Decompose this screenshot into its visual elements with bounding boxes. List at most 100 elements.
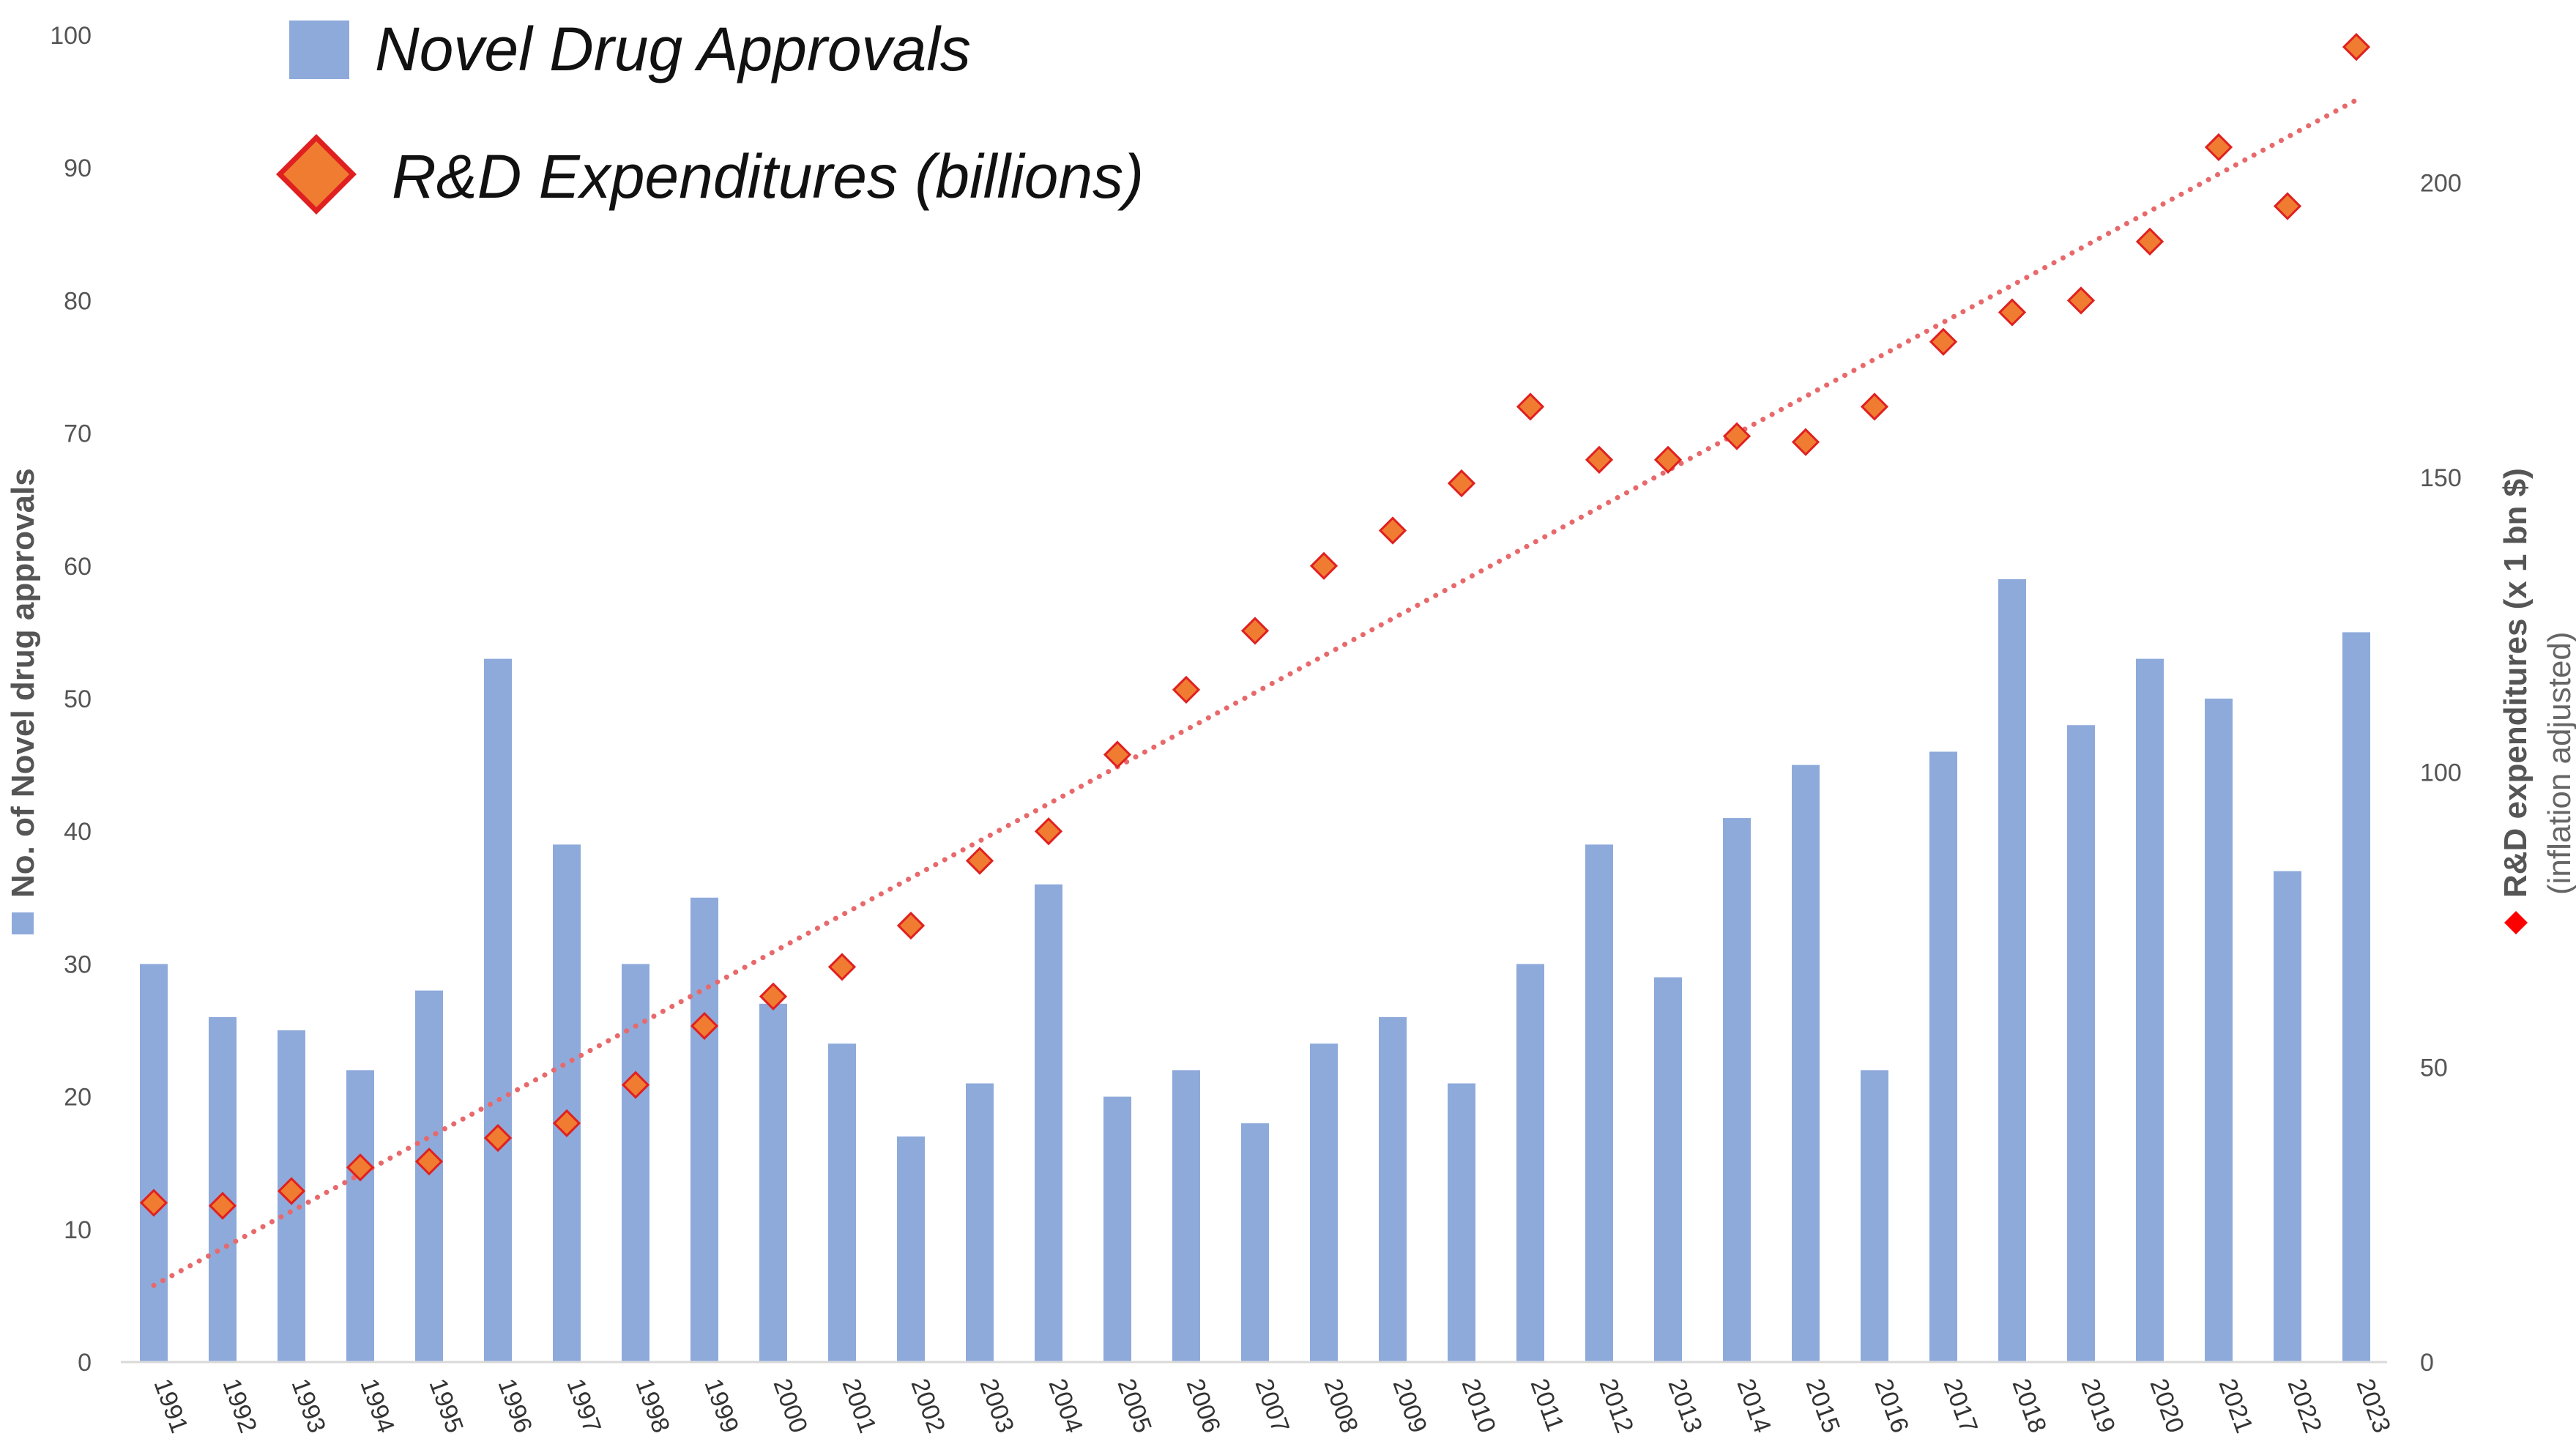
bar <box>1310 1044 1338 1362</box>
scatter-point <box>621 1071 650 1099</box>
x-tick-label: 2005 <box>1112 1375 1157 1437</box>
scatter-point <box>1653 445 1683 474</box>
bar <box>209 1016 237 1362</box>
x-tick-label: 2015 <box>1800 1375 1845 1437</box>
bar <box>484 658 512 1362</box>
scatter-point <box>1103 740 1132 769</box>
x-tick-label: 1996 <box>492 1375 537 1437</box>
scatter-point <box>1998 298 2027 327</box>
scatter-point <box>1585 445 1614 474</box>
scatter-point <box>1516 393 1545 421</box>
bar <box>1035 884 1062 1362</box>
scatter-point <box>1447 469 1476 498</box>
bar <box>1929 751 1957 1362</box>
x-tick-label: 2023 <box>2350 1375 2396 1437</box>
left-axis-title-swatch <box>12 912 34 934</box>
scatter-point <box>896 911 926 940</box>
left-axis-ticks: 0 10 20 30 40 50 60 70 80 90 100 <box>50 22 92 1377</box>
bar <box>966 1083 994 1362</box>
left-tick-label: 0 <box>78 1349 92 1377</box>
bar <box>897 1136 925 1362</box>
left-tick-label: 70 <box>64 420 92 448</box>
bar <box>553 844 581 1362</box>
left-tick-label: 20 <box>64 1084 92 1112</box>
bar <box>1792 765 1820 1362</box>
x-tick-label: 2012 <box>1593 1375 1639 1437</box>
x-tick-label: 1994 <box>354 1375 400 1437</box>
bar <box>140 964 168 1362</box>
x-tick-label: 1992 <box>217 1375 262 1437</box>
x-tick-label: 1995 <box>423 1375 469 1437</box>
x-tick-label: 1997 <box>561 1375 606 1437</box>
scatter-point <box>690 1011 719 1041</box>
bar <box>1998 579 2026 1363</box>
x-tick-label: 1993 <box>286 1375 331 1437</box>
x-tick-label: 2016 <box>1869 1375 1914 1437</box>
scatter-point <box>2342 32 2371 62</box>
left-tick-label: 40 <box>64 818 92 846</box>
bar <box>1654 977 1682 1362</box>
scatter-point <box>1034 817 1063 846</box>
bar <box>1861 1070 1888 1362</box>
scatter-point <box>2204 133 2233 162</box>
right-tick-label: 0 <box>2420 1349 2434 1377</box>
scatter-point <box>346 1153 375 1182</box>
scatter-point <box>1240 617 1270 645</box>
scatter-point <box>208 1191 237 1220</box>
x-tick-label: 2013 <box>1662 1375 1708 1437</box>
scatter-point <box>1309 551 1339 580</box>
bar <box>1241 1123 1269 1362</box>
bar <box>2205 699 2233 1362</box>
bar <box>1723 818 1751 1362</box>
left-tick-label: 50 <box>64 685 92 713</box>
scatter-point <box>759 982 788 1011</box>
scatter-point <box>1860 393 1889 421</box>
x-tick-label: 2001 <box>836 1375 882 1437</box>
scatter-point <box>1929 327 1958 356</box>
scatter-point <box>277 1177 306 1205</box>
bar <box>759 1003 787 1362</box>
x-tick-label: 2008 <box>1318 1375 1363 1437</box>
bar <box>346 1070 374 1362</box>
x-tick-label: 2022 <box>2282 1375 2327 1437</box>
right-axis-title: R&D expenditures (x 1 bn $) (inflation a… <box>2498 468 2576 934</box>
scatter-point <box>552 1109 581 1137</box>
scatter-point <box>2273 192 2302 220</box>
bar <box>2274 871 2301 1362</box>
x-tick-label: 2006 <box>1180 1375 1226 1437</box>
bar-series-novel-drug-approvals <box>140 579 2370 1363</box>
scatter-point <box>1172 675 1201 704</box>
x-tick-label: 2017 <box>1937 1375 1983 1437</box>
x-tick-label: 2000 <box>767 1375 813 1437</box>
right-tick-label: 200 <box>2420 169 2462 197</box>
legend-label-rd: R&D Expenditures (billions) <box>392 142 1144 211</box>
left-tick-label: 100 <box>50 22 92 50</box>
left-tick-label: 90 <box>64 155 92 182</box>
scatter-point <box>483 1123 513 1153</box>
trendline-rd-expenditures <box>151 97 2359 1288</box>
x-tick-label: 2007 <box>1249 1375 1295 1437</box>
right-tick-label: 100 <box>2420 759 2462 787</box>
x-tick-label: 2019 <box>2075 1375 2121 1437</box>
scatter-point <box>2135 227 2164 256</box>
scatter-point <box>414 1147 444 1176</box>
x-tick-label: 2018 <box>2006 1375 2052 1437</box>
scatter-point <box>1378 516 1407 545</box>
x-tick-label: 1999 <box>699 1375 744 1437</box>
scatter-point <box>2066 286 2096 315</box>
left-axis-title: No. of Novel drug approvals <box>5 468 41 934</box>
bar <box>2136 658 2164 1362</box>
legend: Novel Drug Approvals R&D Expenditures (b… <box>276 15 1144 215</box>
left-tick-label: 30 <box>64 951 92 978</box>
x-axis-ticks: 1991 1992 1993 1994 1995 1996 1997 1998 1999 2000… <box>148 1375 2396 1437</box>
bar <box>1103 1096 1131 1362</box>
left-tick-label: 80 <box>64 287 92 315</box>
x-tick-label: 2011 <box>1525 1375 1569 1435</box>
bar <box>828 1044 856 1362</box>
legend-swatch-diamond <box>276 134 357 215</box>
x-tick-label: 2002 <box>905 1375 950 1437</box>
x-tick-label: 2009 <box>1387 1375 1432 1437</box>
right-axis-title-marker <box>2504 911 2528 934</box>
bar <box>2342 632 2370 1362</box>
bar <box>415 990 443 1362</box>
